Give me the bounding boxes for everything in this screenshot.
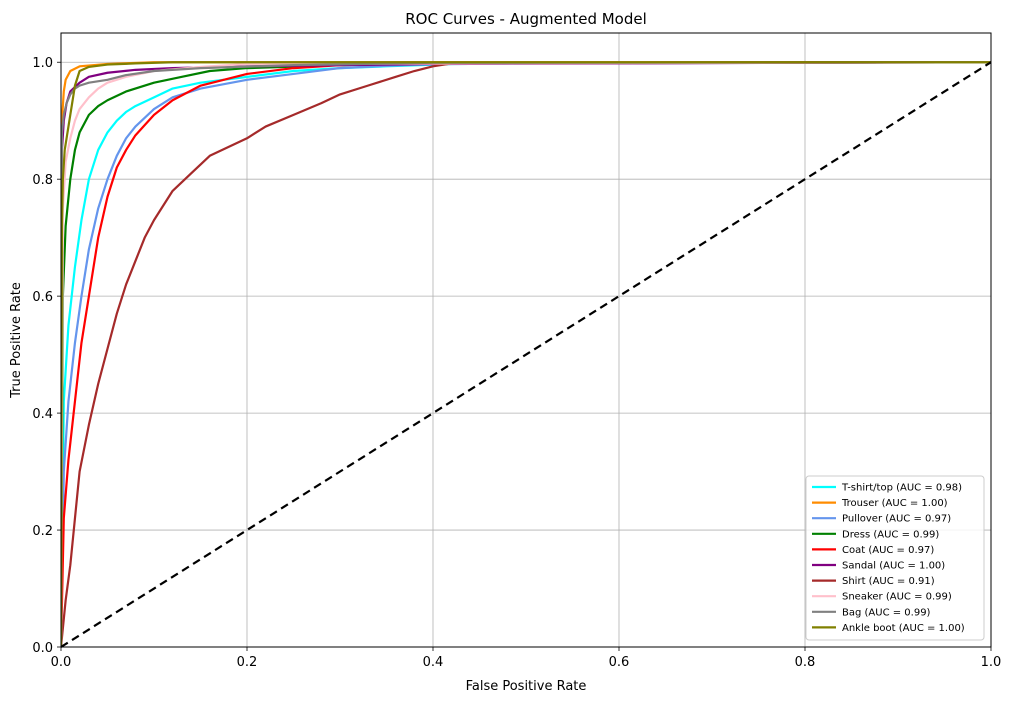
legend-label-2: Pullover (AUC = 0.97) [842, 514, 951, 525]
legend-label-7: Sneaker (AUC = 0.99) [842, 592, 952, 603]
y-tick-label: 0.0 [32, 641, 53, 656]
series-line-3 [61, 61, 991, 647]
series-line-2 [61, 61, 991, 647]
x-tick-label: 0.8 [795, 655, 816, 670]
legend-label-5: Sandal (AUC = 1.00) [842, 561, 945, 572]
series-line-6 [61, 61, 991, 647]
x-tick-label: 0.6 [609, 655, 630, 670]
chart-title: ROC Curves - Augmented Model [405, 10, 647, 28]
x-axis-label: False Positive Rate [466, 679, 587, 694]
legend-label-6: Shirt (AUC = 0.91) [842, 576, 935, 587]
x-tick-label: 1.0 [981, 655, 1002, 670]
legend: T-shirt/top (AUC = 0.98) Trouser (AUC = 1… [805, 475, 985, 641]
series-line-9 [61, 61, 991, 647]
legend-label-8: Bag (AUC = 0.99) [842, 607, 931, 618]
x-tick-label: 0.2 [237, 655, 258, 670]
legend-label-0: T-shirt/top (AUC = 0.98) [841, 483, 962, 494]
y-axis-label: True Positive Rate [9, 282, 24, 399]
x-tick-label: 0.4 [423, 655, 444, 670]
y-tick-label: 0.4 [32, 407, 53, 422]
reference-diagonal-line [60, 61, 992, 648]
legend-box [805, 475, 985, 641]
legend-label-9: Ankle boot (AUC = 1.00) [842, 623, 965, 634]
legend-label-3: Dress (AUC = 0.99) [842, 529, 939, 540]
legend-label-1: Trouser (AUC = 1.00) [841, 498, 948, 509]
grid [60, 33, 992, 648]
axis-ticks: 0.0 0.2 0.4 0.6 0.8 1.0 0.0 0.2 0.4 0.6 0.8 1.0 [32, 56, 1001, 670]
x-tick-label: 0.0 [51, 655, 72, 670]
y-tick-label: 0.2 [32, 524, 53, 539]
y-tick-label: 0.6 [32, 290, 53, 305]
y-tick-label: 1.0 [32, 56, 53, 71]
plot-frame [60, 32, 992, 648]
series-layer [60, 61, 992, 648]
series-line-8 [61, 61, 991, 647]
y-tick-label: 0.8 [32, 173, 53, 188]
legend-label-4: Coat (AUC = 0.97) [842, 545, 934, 556]
